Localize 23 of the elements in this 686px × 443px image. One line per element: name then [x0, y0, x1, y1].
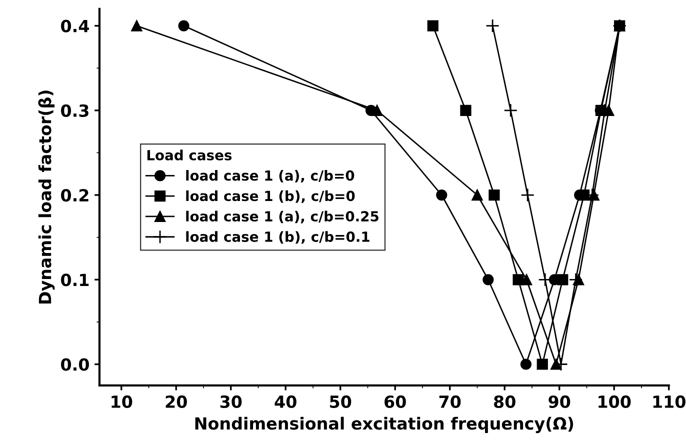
legend-label: load case 1 (b), c/b=0	[186, 190, 355, 203]
x-tick-label: 30	[220, 395, 242, 408]
x-tick-label: 10	[112, 395, 132, 408]
legend-label: load case 1 (a), c/b=0.25	[186, 210, 378, 224]
x-tick-label: 50	[330, 395, 352, 408]
legend-label: load case 1 (b), c/b=0.1	[186, 231, 370, 244]
y-tick-label: 0.4	[61, 20, 89, 32]
legend-label: load case 1 (a), c/b=0	[186, 170, 354, 183]
y-tick-label: 0.0	[61, 358, 89, 371]
x-tick-label: 70	[439, 395, 461, 408]
x-axis-title: Nondimensional excitation frequency(Ω)	[195, 416, 574, 434]
y-tick-label: 0.2	[61, 188, 88, 202]
legend-title: Load cases	[147, 150, 232, 160]
x-tick-label: 110	[653, 395, 686, 408]
x-tick-label: 80	[494, 395, 516, 408]
x-tick-label: 60	[384, 395, 406, 408]
y-tick-label: 0.1	[61, 274, 89, 286]
x-tick-label: 40	[274, 395, 296, 408]
x-tick-label: 100	[598, 395, 631, 408]
x-tick-label: 20	[166, 395, 187, 408]
y-axis-title: Dynamic load factor(β)	[38, 90, 55, 304]
y-tick-label: 0.3	[61, 104, 88, 117]
x-tick-label: 90	[548, 395, 570, 408]
